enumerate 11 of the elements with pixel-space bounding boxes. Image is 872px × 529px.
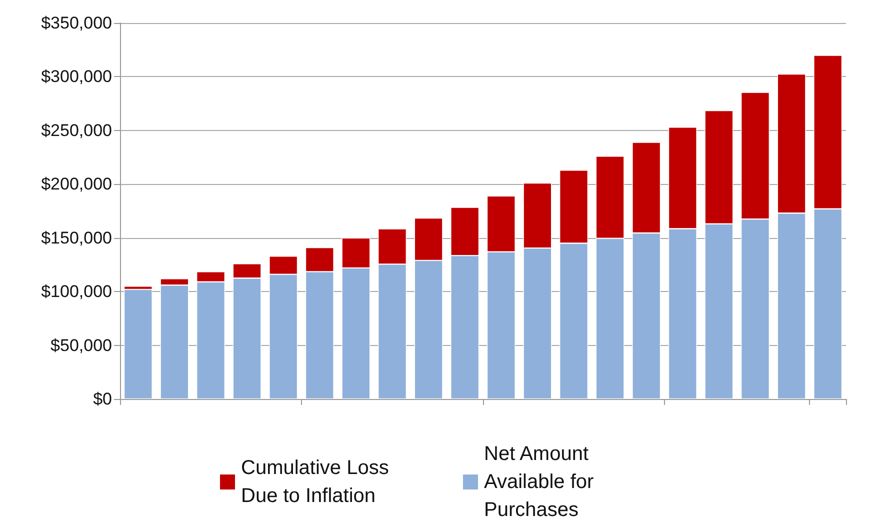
legend-label: Net Amount Available for Purchases bbox=[484, 443, 600, 521]
y-tick-label: $250,000 bbox=[41, 120, 112, 140]
bar bbox=[124, 289, 152, 399]
y-tick-label: $100,000 bbox=[41, 282, 112, 302]
y-tick-label: $0 bbox=[93, 390, 112, 408]
y-tick-label: $350,000 bbox=[41, 14, 112, 32]
y-tick-label: $200,000 bbox=[41, 174, 112, 194]
y-tick-label: $150,000 bbox=[41, 228, 112, 248]
y-tick-label: $300,000 bbox=[41, 67, 112, 86]
legend-label: Cumulative Loss Due to Inflation bbox=[241, 457, 394, 507]
y-tick-label: $50,000 bbox=[50, 336, 112, 355]
